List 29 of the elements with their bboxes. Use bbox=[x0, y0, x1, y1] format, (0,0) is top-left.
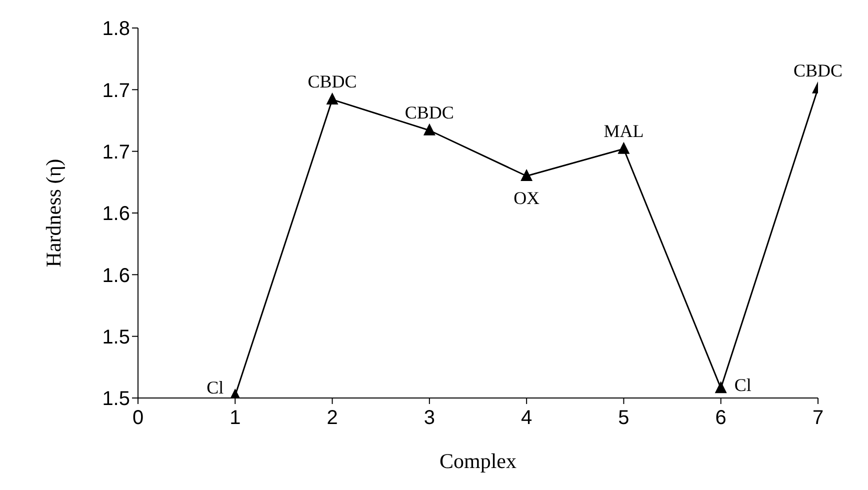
annotation: CBDC bbox=[404, 102, 454, 122]
annotation: OX bbox=[514, 188, 540, 208]
annotation: Cl bbox=[206, 378, 224, 398]
x-tick-label: 0 bbox=[132, 407, 144, 429]
annotation: Cl bbox=[734, 375, 752, 396]
point bbox=[423, 123, 436, 136]
x-tick-label: 5 bbox=[618, 407, 630, 429]
annotation: CBDC bbox=[793, 60, 843, 80]
point bbox=[714, 381, 727, 394]
x-tick-label: 6 bbox=[715, 407, 726, 429]
x-tick-label: 1 bbox=[230, 407, 241, 429]
y-tick-label: 1.6 bbox=[102, 264, 130, 287]
y-tick-label: 1.7 bbox=[102, 80, 130, 102]
y-tick-label: 1.6 bbox=[102, 203, 130, 226]
point bbox=[520, 169, 533, 181]
x-tick-label: 4 bbox=[521, 407, 532, 429]
x-tick-label: 7 bbox=[812, 407, 824, 429]
annotation: CBDC bbox=[308, 72, 357, 92]
y-tick-label: 1.5 bbox=[102, 388, 130, 410]
y-tick-label: 1.7 bbox=[102, 141, 130, 164]
y-tick-label: 1.8 bbox=[102, 18, 130, 40]
point bbox=[618, 142, 630, 154]
x-axis-title: Complex bbox=[440, 449, 517, 473]
point bbox=[326, 92, 338, 105]
y-tick-label: 1.5 bbox=[102, 326, 130, 348]
x-tick-label: 2 bbox=[326, 407, 338, 429]
y-axis-title: Hardness (η) bbox=[41, 158, 66, 268]
x-tick-label: 3 bbox=[424, 407, 435, 429]
annotation: MAL bbox=[604, 120, 644, 141]
